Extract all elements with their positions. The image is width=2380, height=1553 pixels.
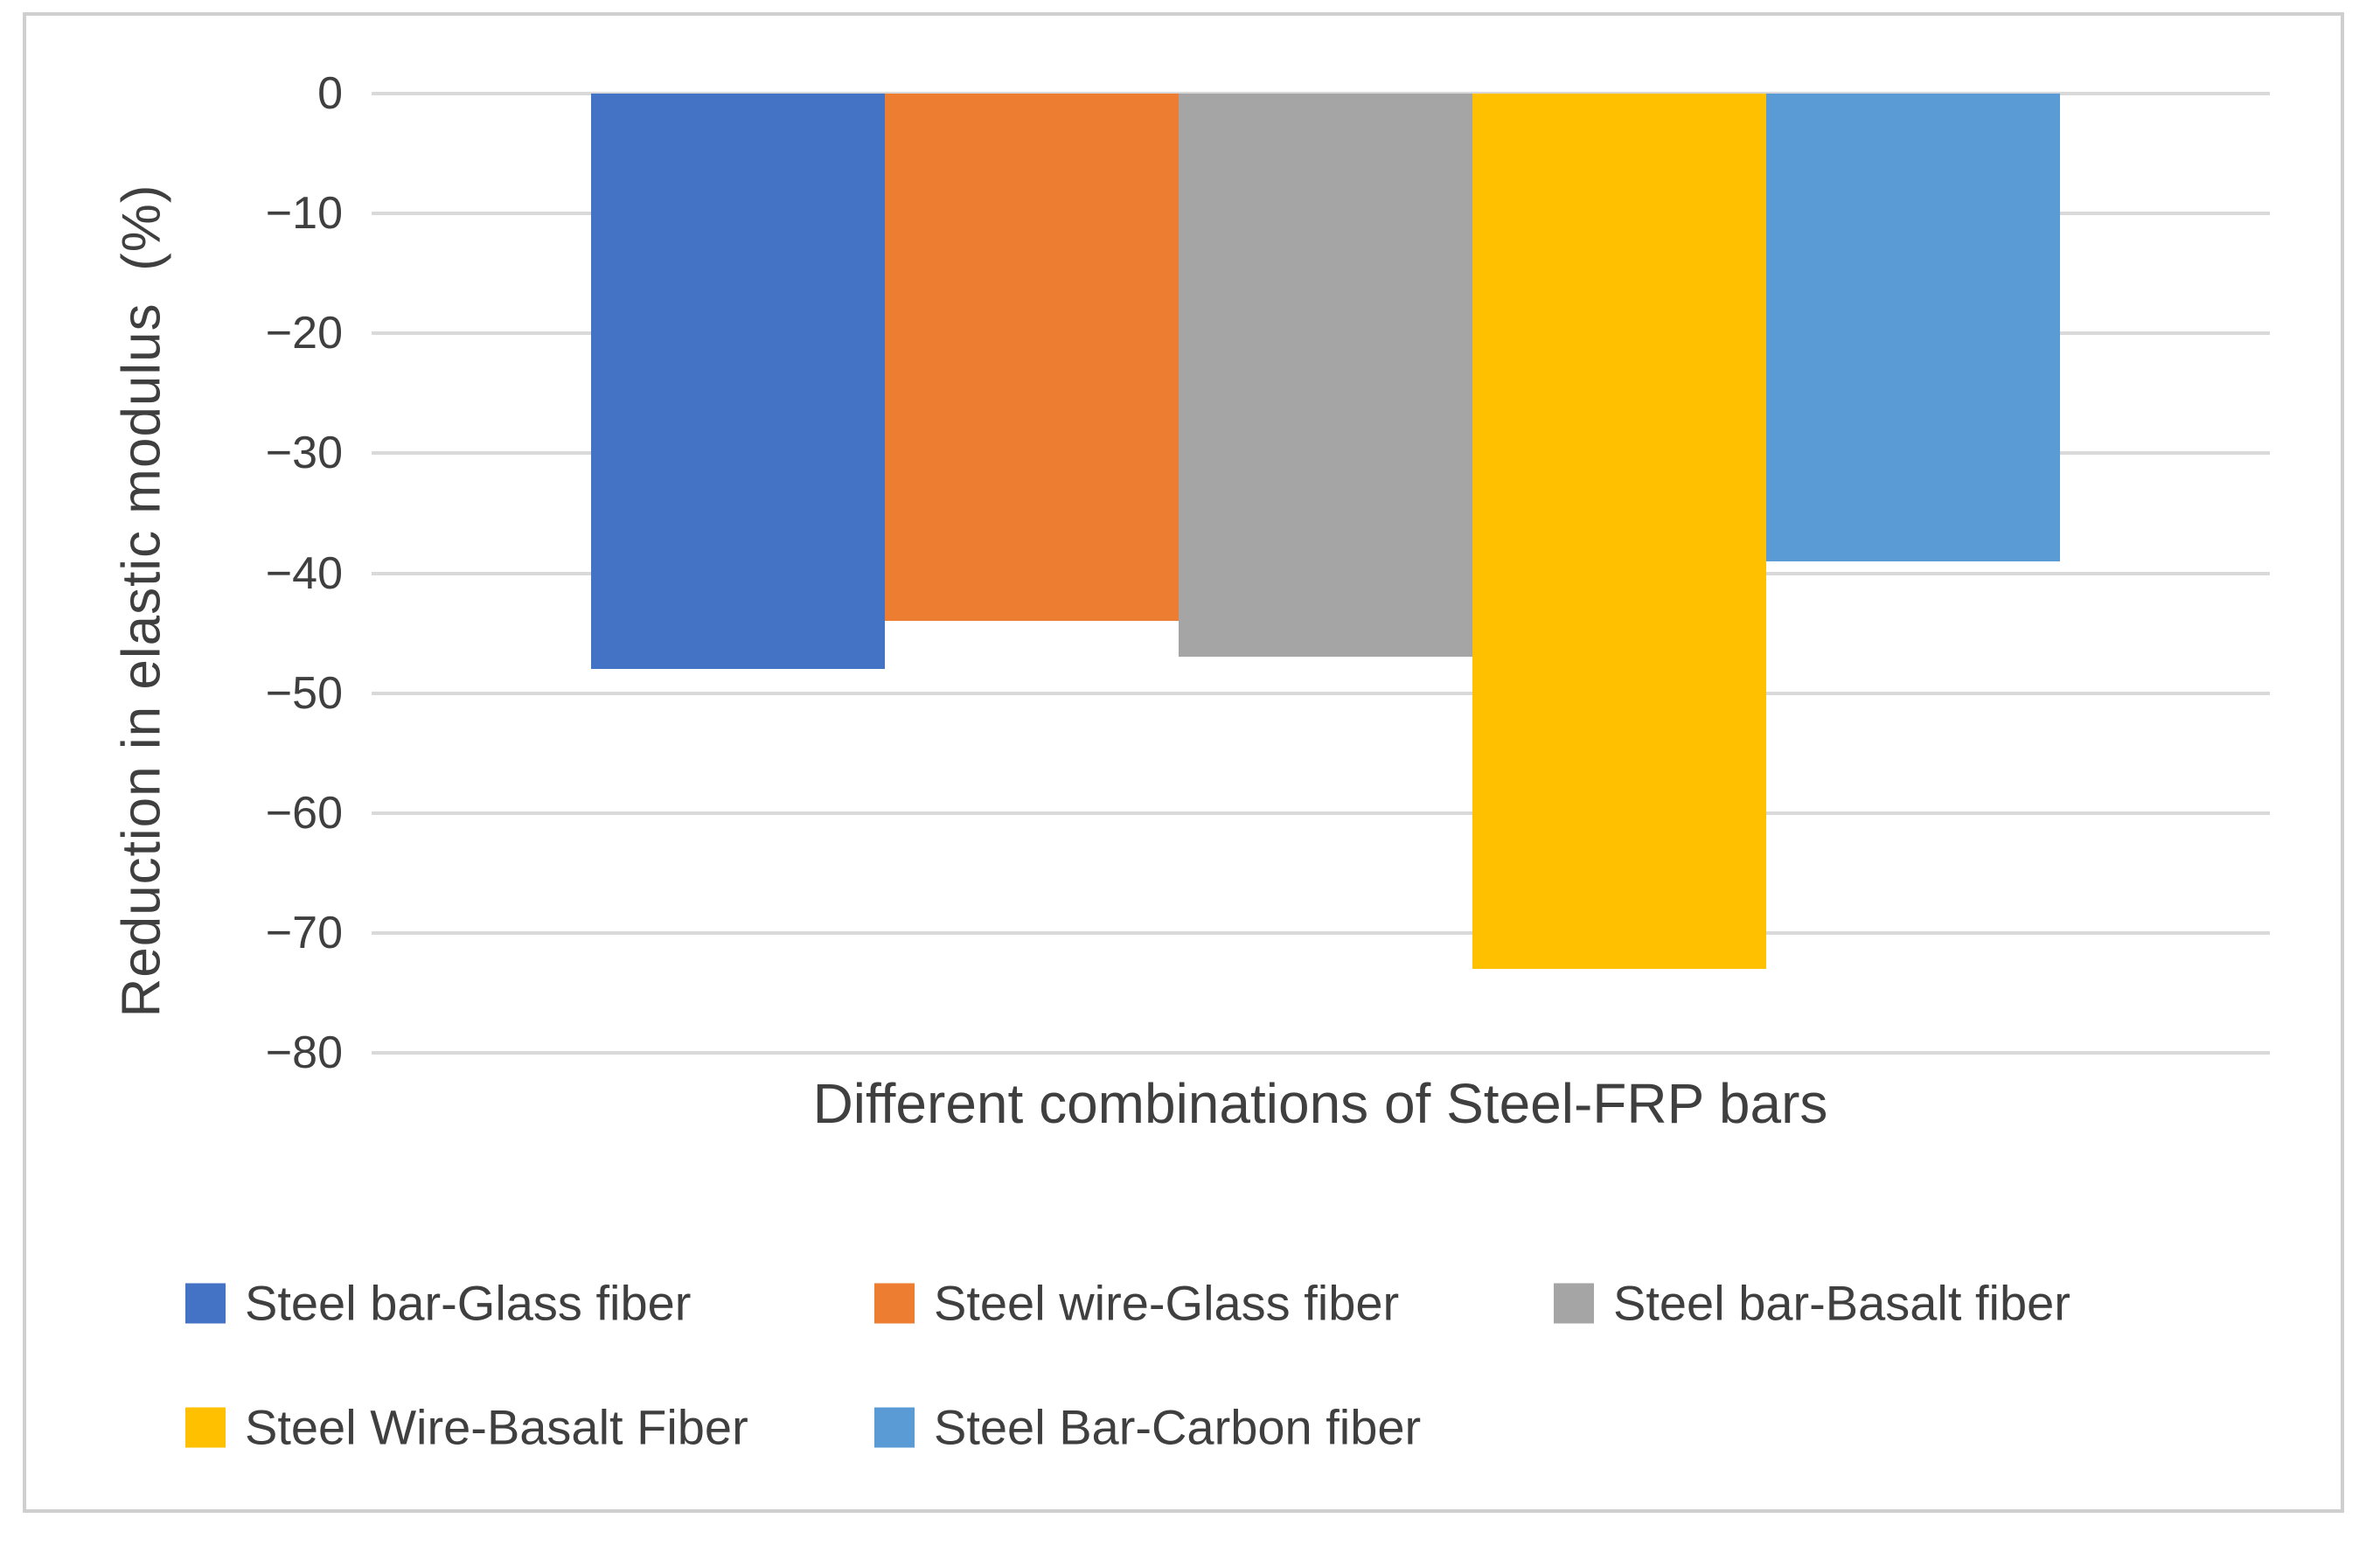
bar-steel-wire-basalt-fiber — [1472, 94, 1767, 969]
gridline--80 — [372, 1051, 2270, 1055]
y-tick-label-0: 0 — [317, 68, 343, 119]
bar-steel-bar-carbon-fiber — [1766, 94, 2061, 561]
y-tick-label--50: −50 — [265, 667, 343, 719]
y-tick-label--30: −30 — [265, 428, 343, 479]
y-tick-label--20: −20 — [265, 308, 343, 359]
y-tick-label--40: −40 — [265, 547, 343, 599]
bar-steel-bar-glass-fiber — [590, 94, 886, 670]
bar-steel-wire-glass-fiber — [885, 94, 1180, 622]
y-tick-label--70: −70 — [265, 907, 343, 958]
y-tick-label--10: −10 — [265, 188, 343, 240]
gridline--50 — [372, 691, 2270, 695]
gridline--70 — [372, 930, 2270, 935]
x-axis-title: Different combinations of Steel-FRP bars — [812, 1072, 1828, 1135]
y-axis-tick-labels: 0 −10 −20 −30 −40 −50 −60 −70 −80 — [0, 68, 343, 1078]
plot-area — [372, 92, 2270, 1055]
gridline--60 — [372, 811, 2270, 815]
y-tick-label--60: −60 — [265, 787, 343, 839]
bar-steel-bar-basalt-fiber — [1179, 94, 1473, 658]
y-tick-label--80: −80 — [265, 1027, 343, 1078]
